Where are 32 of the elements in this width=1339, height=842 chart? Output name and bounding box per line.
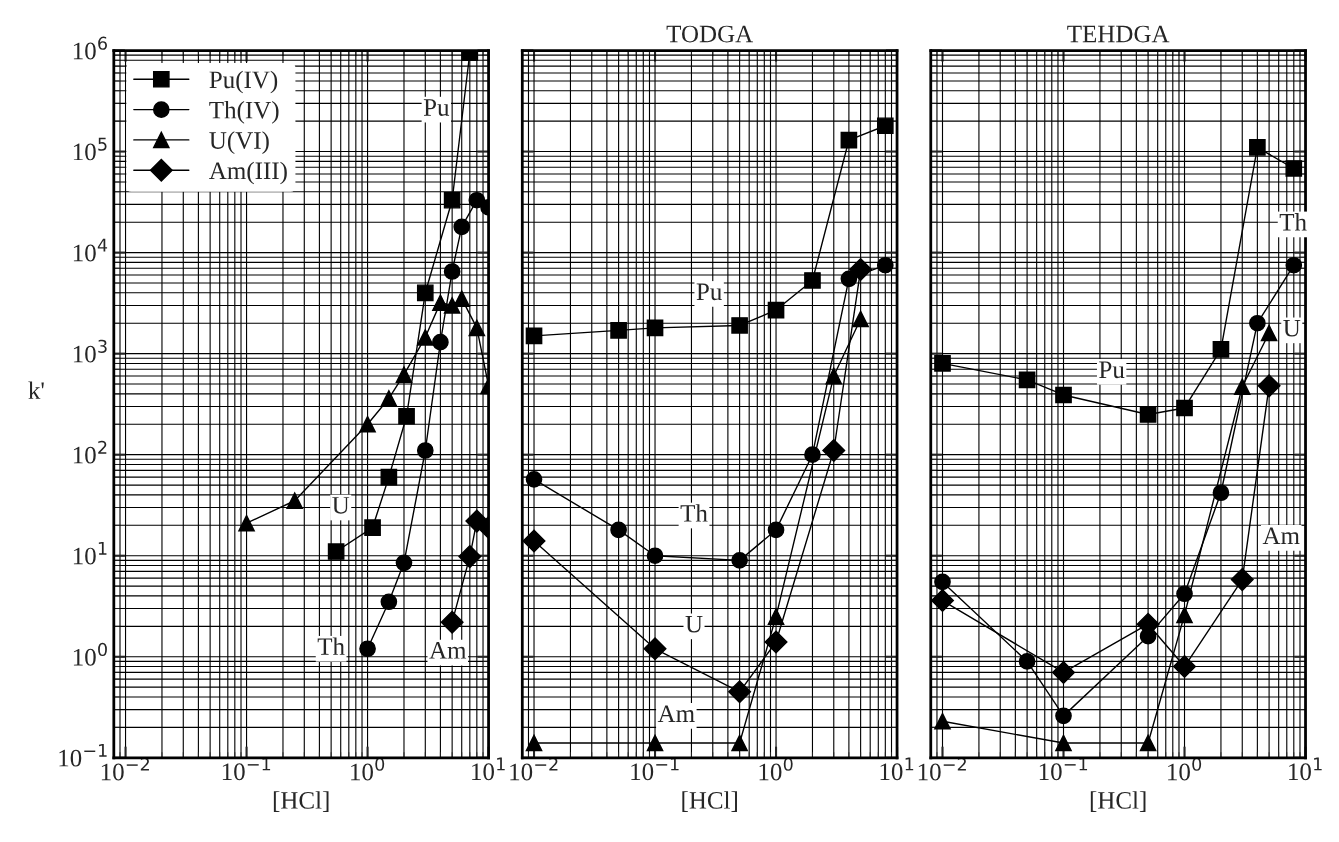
- legend-label: Pu(IV): [209, 70, 278, 94]
- x-tick-label: 10$^{1}$: [472, 757, 505, 781]
- annotation: Am: [657, 705, 695, 722]
- y-tick-label: 10$^{2}$: [73, 440, 107, 464]
- x-axis-title: [HCl]: [273, 791, 329, 812]
- annotation: Am: [429, 642, 467, 659]
- annotation: Th: [680, 504, 708, 522]
- y-tick-label: 10$^{0}$: [73, 642, 107, 666]
- y-tick-label: 10$^{5}$: [73, 137, 107, 161]
- annotation: Th: [317, 637, 345, 655]
- y-tick-label: 10$^{4}$: [73, 238, 108, 262]
- chart-title: TODGA: [666, 25, 754, 43]
- legend-label: U(VI): [209, 131, 269, 154]
- annotation: Pu: [423, 99, 450, 116]
- annotation: Pu: [696, 283, 722, 301]
- annotation: U: [685, 615, 703, 633]
- annotation: Th: [1279, 213, 1307, 231]
- annotation: Am: [1262, 527, 1300, 544]
- x-tick-label: 10$^{1}$: [1289, 757, 1322, 781]
- annotation: U: [1283, 320, 1301, 337]
- y-tick-label: 10$^{1}$: [73, 541, 107, 565]
- y-axis-title: k': [28, 381, 44, 399]
- y-tick-label: 10$^{3}$: [73, 339, 107, 363]
- chart-title: TEHDGA: [1067, 25, 1170, 43]
- x-tick-label: 10$^{1}$: [880, 757, 914, 781]
- x-axis-title: [HCl]: [682, 791, 737, 812]
- annotation: Pu: [1099, 361, 1125, 379]
- legend-label: Th(IV): [209, 101, 279, 124]
- y-tick-label: 10$^{6}$: [73, 36, 107, 60]
- annotation: U: [332, 497, 350, 514]
- legend-label: Am(III): [209, 161, 287, 185]
- x-axis-title: [HCl]: [1090, 791, 1146, 812]
